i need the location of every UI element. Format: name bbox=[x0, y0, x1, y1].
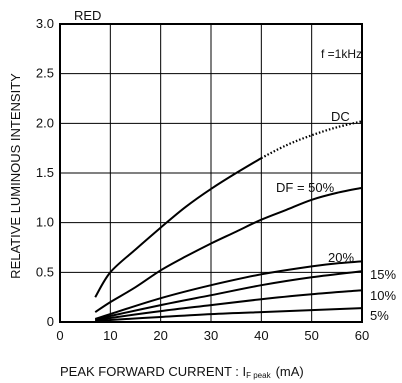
frequency-annotation: f =1kHz bbox=[321, 47, 362, 61]
chart-title: RED bbox=[74, 8, 101, 23]
x-tick-label: 10 bbox=[103, 328, 117, 343]
y-tick-label: 0 bbox=[47, 314, 54, 329]
series-label: 20% bbox=[328, 250, 354, 265]
curve-series-2 bbox=[94, 260, 363, 320]
y-tick-label: 2.5 bbox=[36, 66, 54, 81]
series-label: 10% bbox=[370, 288, 396, 303]
x-tick-label: 20 bbox=[153, 328, 167, 343]
series-label: DC bbox=[331, 109, 350, 124]
curve-series-3 bbox=[94, 270, 363, 321]
x-tick-label: 60 bbox=[355, 328, 369, 343]
y-tick-label: 3.0 bbox=[36, 16, 54, 31]
x-axis-label-subscript: F peak bbox=[246, 371, 271, 380]
plot-frame bbox=[59, 23, 363, 323]
x-axis-label-unit: (mA) bbox=[276, 364, 304, 379]
x-tick-label: 50 bbox=[304, 328, 318, 343]
y-tick-label: 2.0 bbox=[36, 115, 54, 130]
y-axis-label: RELATIVE LUMINOUS INTENSITY bbox=[8, 73, 23, 279]
x-axis-label: PEAK FORWARD CURRENT : IF peak (mA) bbox=[60, 364, 304, 380]
x-tick-label: 0 bbox=[56, 328, 63, 343]
curve-series-1 bbox=[94, 186, 363, 313]
x-tick-label: 30 bbox=[204, 328, 218, 343]
curve-series-5 bbox=[95, 307, 363, 323]
x-axis-label-main: PEAK FORWARD CURRENT : I bbox=[60, 364, 246, 379]
y-tick-label: 1.5 bbox=[36, 165, 54, 180]
series-label: 15% bbox=[370, 267, 396, 282]
series-labels: DC DF = 50% 20% 15% 10% 5% bbox=[276, 109, 396, 323]
y-tick-label: 0.5 bbox=[36, 264, 54, 279]
curve-series-4 bbox=[94, 289, 363, 322]
curves bbox=[94, 120, 363, 323]
curve-dc bbox=[94, 157, 262, 298]
x-tick-label: 40 bbox=[254, 328, 268, 343]
tick-labels: 0 10 20 30 40 50 60 0 0.5 1.0 1.5 2.0 2.5 3.0 bbox=[36, 16, 369, 343]
series-label: DF = 50% bbox=[276, 180, 335, 195]
series-label: 5% bbox=[370, 308, 389, 323]
y-tick-label: 1.0 bbox=[36, 215, 54, 230]
